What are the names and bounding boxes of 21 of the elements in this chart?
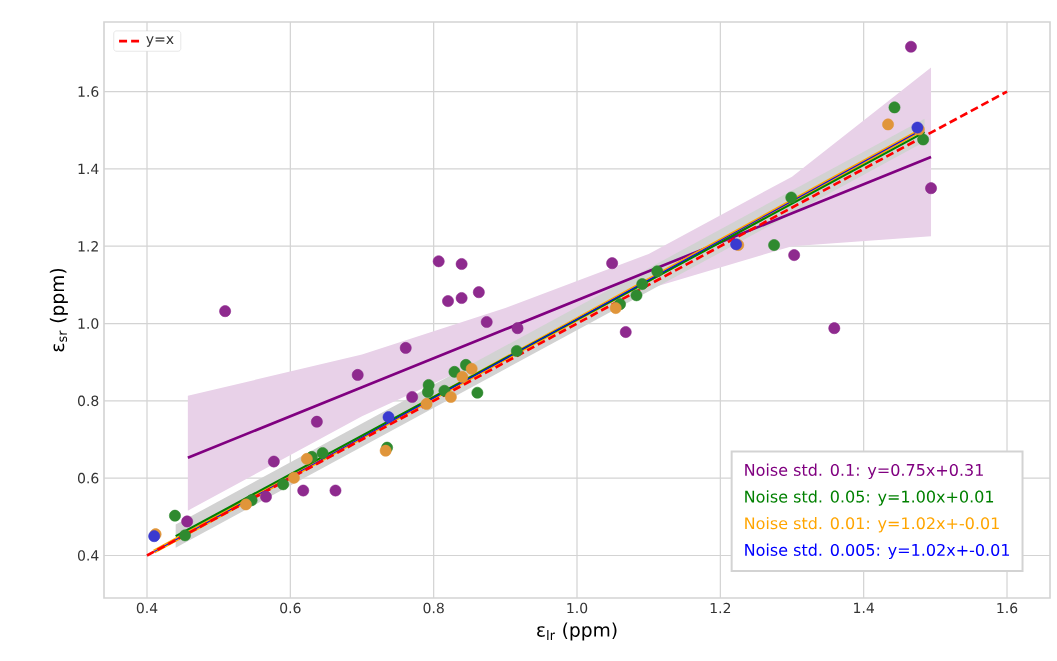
x-axis-title: ε$_{lr}$ (ppm) — [537, 622, 617, 641]
y-tick-label: 1.4 — [78, 163, 99, 174]
y-tick-label: 0.6 — [77, 472, 99, 484]
text: Noise std. 0.01: y=1.02x+-0.01 — [745, 516, 999, 533]
y-tick-label: 0.8 — [77, 395, 99, 407]
y-tick-label: 1.2 — [78, 241, 98, 252]
text: Noise std. 0.005: y=1.02x+-0.01 — [745, 543, 1010, 560]
text: Noise std. 0.05: y=1.00x+0.01 — [745, 490, 994, 506]
y-tick-label: 1.0 — [78, 318, 99, 329]
x-tick-label: 0.4 — [136, 602, 158, 614]
y-tick-label: 1.6 — [78, 86, 99, 97]
legend-label: y=x — [146, 36, 174, 47]
y-axis-title: ε$_{sr}$ (ppm) — [49, 268, 68, 352]
x-tick-label: 0.6 — [280, 602, 301, 614]
x-tick-label: 1.4 — [854, 602, 875, 613]
x-tick-label: 1.0 — [567, 602, 588, 614]
y-tick-label: 0.4 — [77, 550, 99, 561]
text: Noise std. 0.1: y=0.75x+0.31 — [745, 463, 983, 480]
x-tick-label: 0.8 — [423, 602, 444, 614]
x-tick-label: 1.2 — [710, 602, 731, 614]
x-tick-label: 1.6 — [997, 602, 1018, 614]
